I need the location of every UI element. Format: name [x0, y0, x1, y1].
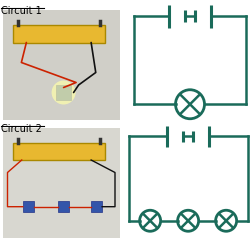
Bar — [2, 10, 120, 120]
Bar — [12, 25, 105, 42]
Bar — [2, 128, 120, 238]
Text: Circuit 2: Circuit 2 — [1, 124, 42, 134]
Text: Circuit 1: Circuit 1 — [1, 6, 42, 16]
Bar — [23, 201, 34, 212]
Bar — [91, 201, 102, 212]
Circle shape — [52, 80, 76, 104]
Bar — [12, 142, 105, 160]
Bar — [58, 201, 69, 212]
Bar — [56, 85, 71, 100]
